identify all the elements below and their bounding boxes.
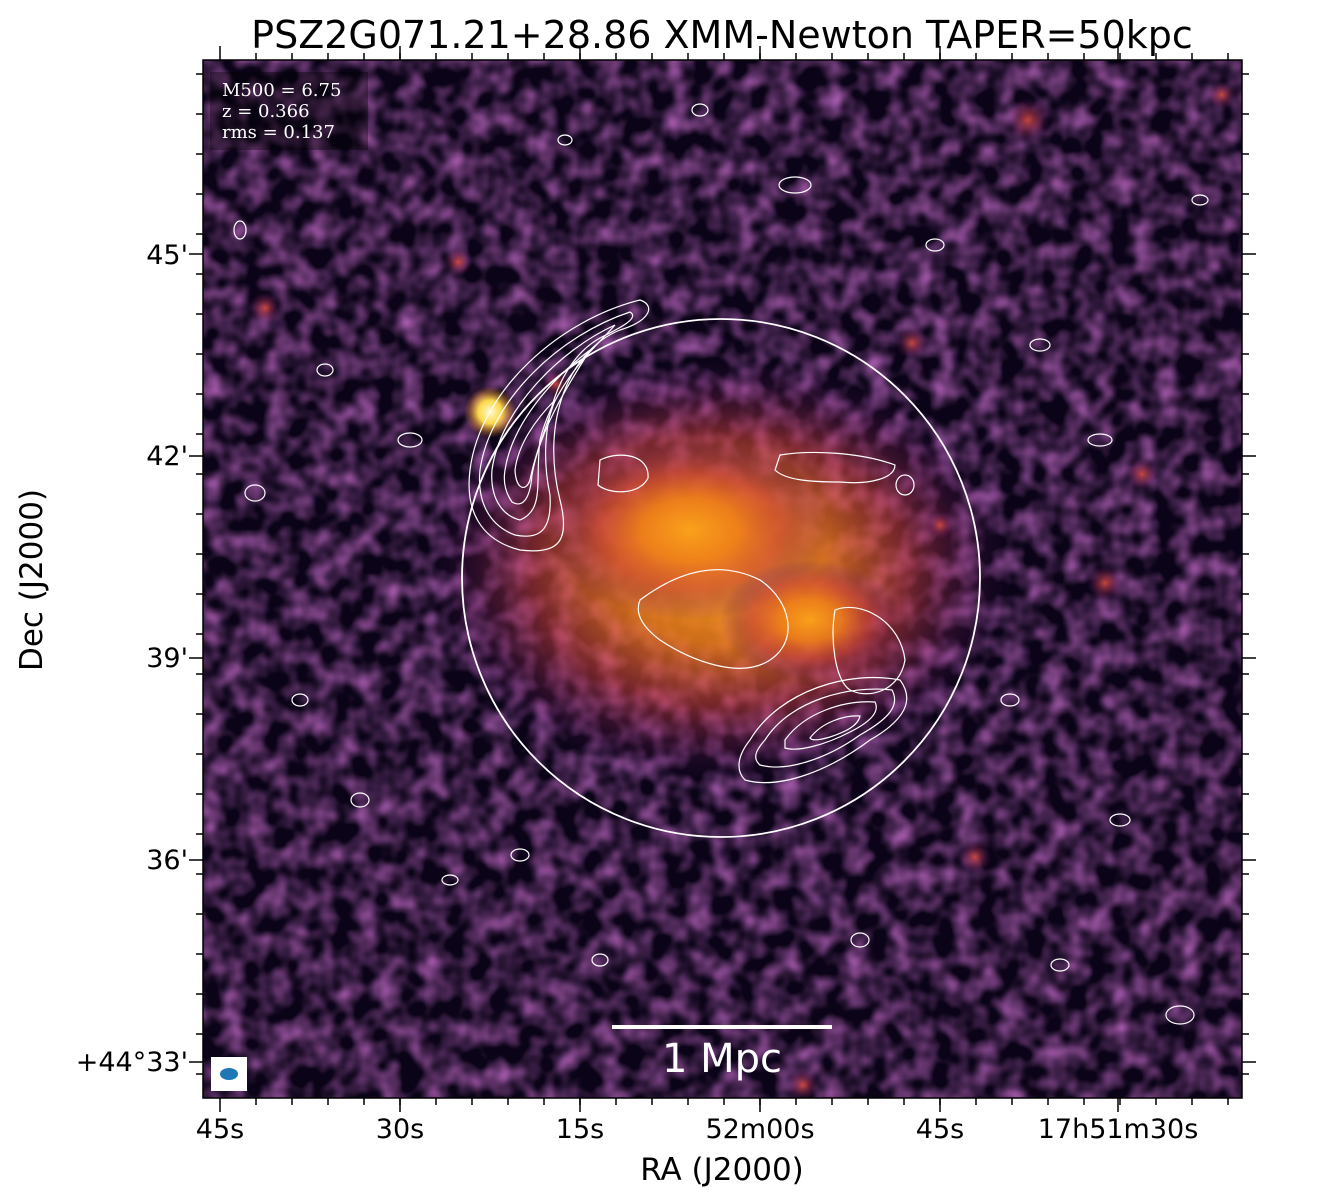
point-source bbox=[1087, 565, 1123, 601]
y-tick-label: 36' bbox=[146, 845, 188, 876]
point-source bbox=[787, 1069, 819, 1098]
x-tick-label: 45s bbox=[916, 1114, 964, 1145]
info-box bbox=[210, 72, 368, 150]
beam-ellipse bbox=[220, 1068, 238, 1080]
point-source bbox=[959, 841, 991, 873]
x-tick-label: 30s bbox=[376, 1114, 424, 1145]
info-mass: M500 = 6.75 bbox=[222, 80, 341, 101]
y-tick-label: 39' bbox=[146, 643, 188, 674]
point-source bbox=[1208, 81, 1236, 109]
y-tick-label: 42' bbox=[146, 441, 188, 472]
scale-bar-label: 1 Mpc bbox=[662, 1036, 782, 1082]
y-tick-label: +44°33' bbox=[76, 1047, 188, 1078]
y-axis-label: Dec (J2000) bbox=[14, 489, 50, 671]
x-tick-label: 52m00s bbox=[705, 1114, 814, 1145]
plot-frame bbox=[202, 59, 1243, 1099]
x-tick-label: 45s bbox=[196, 1114, 244, 1145]
y-tick-label: 45' bbox=[146, 240, 188, 271]
point-source bbox=[444, 248, 472, 276]
x-tick-label: 15s bbox=[556, 1114, 604, 1145]
point-source bbox=[926, 511, 954, 539]
point-source bbox=[249, 292, 281, 324]
r500-circle bbox=[461, 318, 981, 838]
info-rms: rms = 0.137 bbox=[222, 122, 335, 143]
info-redshift: z = 0.366 bbox=[222, 101, 310, 122]
point-source bbox=[896, 327, 928, 359]
radio-contours bbox=[233, 103, 1209, 1025]
x-axis-label: RA (J2000) bbox=[640, 1152, 804, 1188]
point-source bbox=[1006, 98, 1050, 142]
x-tick-label: 17h51m30s bbox=[1038, 1114, 1199, 1145]
cluster-emission-east bbox=[720, 560, 900, 680]
figure-title: PSZ2G071.21+28.86 XMM-Newton TAPER=50kpc bbox=[251, 13, 1193, 57]
axis-ticks bbox=[189, 46, 1256, 1112]
xray-image: M500 = 6.75 z = 0.366 rms = 0.137 1 Mpc bbox=[203, 60, 1242, 1098]
point-source bbox=[1126, 458, 1158, 490]
